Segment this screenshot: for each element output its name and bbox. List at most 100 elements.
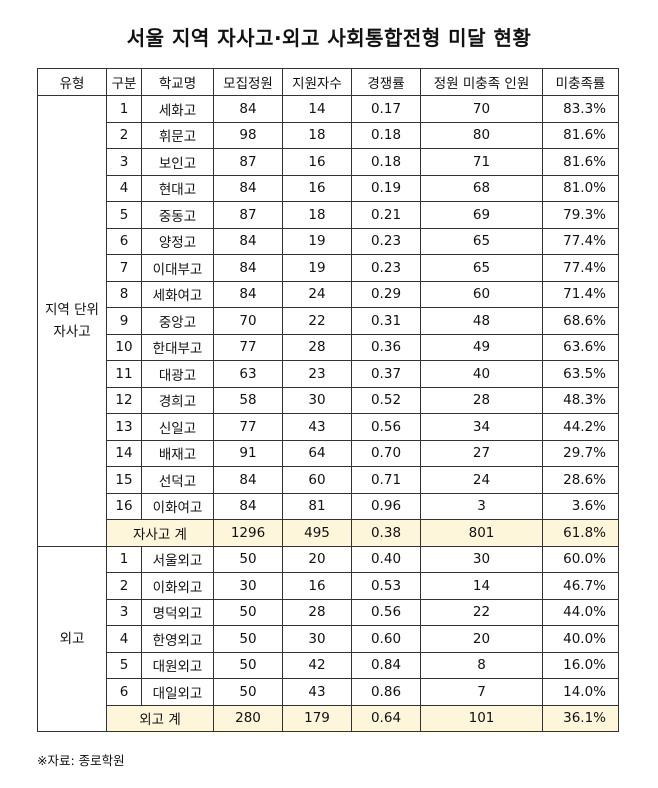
row-number-cell: 9 bbox=[106, 307, 142, 335]
shortfall-rate-cell: 81.6% bbox=[542, 148, 619, 176]
applicants-cell: 24 bbox=[282, 280, 352, 308]
competition-rate-cell: 0.56 bbox=[351, 413, 421, 441]
school-name-cell: 보인고 bbox=[141, 148, 214, 176]
row-number-cell: 6 bbox=[106, 227, 142, 255]
shortfall-cell: 65 bbox=[420, 227, 543, 255]
school-name-cell: 서울외고 bbox=[141, 545, 214, 573]
school-name-cell: 세화고 bbox=[141, 95, 214, 123]
table-row: 지역 단위 자사고 1 세화고 84 14 0.17 70 83.3% bbox=[37, 95, 619, 547]
table-row: 3 보인고 87 16 0.18 71 81.6% bbox=[38, 148, 619, 176]
header-cell: 경쟁률 bbox=[351, 68, 421, 96]
school-name-cell: 현대고 bbox=[141, 174, 214, 202]
shortfall-rate-cell: 63.6% bbox=[542, 333, 619, 361]
quota-cell: 63 bbox=[213, 360, 283, 388]
total-row: 외고 계 280 179 0.64 101 36.1% bbox=[38, 704, 619, 732]
row-number-cell: 3 bbox=[106, 598, 142, 626]
row-number-cell: 6 bbox=[106, 678, 142, 706]
row-number-cell: 15 bbox=[106, 466, 142, 494]
total-label-cell: 자사고 계 bbox=[106, 519, 214, 547]
table-row: 16 이화여고 84 81 0.96 3 3.6% bbox=[38, 492, 619, 520]
shortfall-rate-cell: 3.6% bbox=[542, 492, 619, 520]
shortfall-rate-cell: 48.3% bbox=[542, 386, 619, 414]
shortfall-cell: 80 bbox=[420, 121, 543, 149]
table-row: 9 중앙고 70 22 0.31 48 68.6% bbox=[38, 307, 619, 335]
shortfall-cell: 65 bbox=[420, 254, 543, 282]
table-row: 2 이화외고 30 16 0.53 14 46.7% bbox=[38, 572, 619, 600]
applicants-cell: 16 bbox=[282, 148, 352, 176]
shortfall-rate-cell: 81.0% bbox=[542, 174, 619, 202]
school-name-cell: 명덕외고 bbox=[141, 598, 214, 626]
quota-cell: 70 bbox=[213, 307, 283, 335]
header-cell: 미충족률 bbox=[542, 68, 619, 96]
school-name-cell: 신일고 bbox=[141, 413, 214, 441]
shortfall-cell: 69 bbox=[420, 201, 543, 229]
row-number-cell: 14 bbox=[106, 439, 142, 467]
table-row: 10 한대부고 77 28 0.36 49 63.6% bbox=[38, 333, 619, 361]
table-row: 15 선덕고 84 60 0.71 24 28.6% bbox=[38, 466, 619, 494]
shortfall-cell: 71 bbox=[420, 148, 543, 176]
competition-rate-cell: 0.29 bbox=[351, 280, 421, 308]
table-row: 5 대원외고 50 42 0.84 8 16.0% bbox=[38, 651, 619, 679]
row-number-cell: 7 bbox=[106, 254, 142, 282]
competition-rate-cell: 0.86 bbox=[351, 678, 421, 706]
header-cell: 학교명 bbox=[141, 68, 214, 96]
competition-rate-cell: 0.18 bbox=[351, 148, 421, 176]
total-value-cell: 280 bbox=[213, 704, 283, 732]
school-name-cell: 대원외고 bbox=[141, 651, 214, 679]
applicants-cell: 16 bbox=[282, 174, 352, 202]
competition-rate-cell: 0.36 bbox=[351, 333, 421, 361]
shortfall-rate-cell: 79.3% bbox=[542, 201, 619, 229]
row-number-cell: 12 bbox=[106, 386, 142, 414]
row-number-cell: 4 bbox=[106, 625, 142, 653]
applicants-cell: 19 bbox=[282, 227, 352, 255]
applicants-cell: 14 bbox=[282, 95, 352, 123]
quota-cell: 50 bbox=[213, 651, 283, 679]
quota-cell: 84 bbox=[213, 280, 283, 308]
shortfall-cell: 60 bbox=[420, 280, 543, 308]
school-name-cell: 세화여고 bbox=[141, 280, 214, 308]
applicants-cell: 60 bbox=[282, 466, 352, 494]
category-label: 외고 bbox=[59, 630, 85, 647]
shortfall-cell: 8 bbox=[420, 651, 543, 679]
shortfall-rate-cell: 14.0% bbox=[542, 678, 619, 706]
row-number-cell: 1 bbox=[106, 95, 142, 123]
competition-rate-cell: 0.37 bbox=[351, 360, 421, 388]
row-number-cell: 1 bbox=[106, 545, 142, 573]
header-cell: 구분 bbox=[106, 68, 142, 96]
row-number-cell: 2 bbox=[106, 121, 142, 149]
competition-rate-cell: 0.31 bbox=[351, 307, 421, 335]
shortfall-rate-cell: 81.6% bbox=[542, 121, 619, 149]
school-name-cell: 이화외고 bbox=[141, 572, 214, 600]
total-value-cell: 801 bbox=[420, 519, 543, 547]
applicants-cell: 22 bbox=[282, 307, 352, 335]
header-cell: 정원 미충족 인원 bbox=[420, 68, 543, 96]
table-row: 11 대광고 63 23 0.37 40 63.5% bbox=[38, 360, 619, 388]
shortfall-cell: 24 bbox=[420, 466, 543, 494]
shortfall-rate-cell: 29.7% bbox=[542, 439, 619, 467]
table-row: 7 이대부고 84 19 0.23 65 77.4% bbox=[38, 254, 619, 282]
total-value-cell: 179 bbox=[282, 704, 352, 732]
row-number-cell: 3 bbox=[106, 148, 142, 176]
quota-cell: 84 bbox=[213, 254, 283, 282]
quota-cell: 87 bbox=[213, 148, 283, 176]
shortfall-cell: 49 bbox=[420, 333, 543, 361]
shortfall-cell: 70 bbox=[420, 95, 543, 123]
table-row: 3 명덕외고 50 28 0.56 22 44.0% bbox=[38, 598, 619, 626]
table-row: 4 한영외고 50 30 0.60 20 40.0% bbox=[38, 625, 619, 653]
quota-cell: 91 bbox=[213, 439, 283, 467]
competition-rate-cell: 0.23 bbox=[351, 254, 421, 282]
school-name-cell: 대일외고 bbox=[141, 678, 214, 706]
header-cell: 지원자수 bbox=[282, 68, 352, 96]
total-label-cell: 외고 계 bbox=[106, 704, 214, 732]
shortfall-rate-cell: 77.4% bbox=[542, 254, 619, 282]
applicants-cell: 23 bbox=[282, 360, 352, 388]
shortfall-rate-cell: 46.7% bbox=[542, 572, 619, 600]
header-cell: 모집정원 bbox=[213, 68, 283, 96]
school-name-cell: 대광고 bbox=[141, 360, 214, 388]
total-value-cell: 0.38 bbox=[351, 519, 421, 547]
shortfall-rate-cell: 68.6% bbox=[542, 307, 619, 335]
shortfall-rate-cell: 71.4% bbox=[542, 280, 619, 308]
school-name-cell: 이대부고 bbox=[141, 254, 214, 282]
category-label: 자사고 bbox=[53, 323, 91, 340]
competition-rate-cell: 0.53 bbox=[351, 572, 421, 600]
